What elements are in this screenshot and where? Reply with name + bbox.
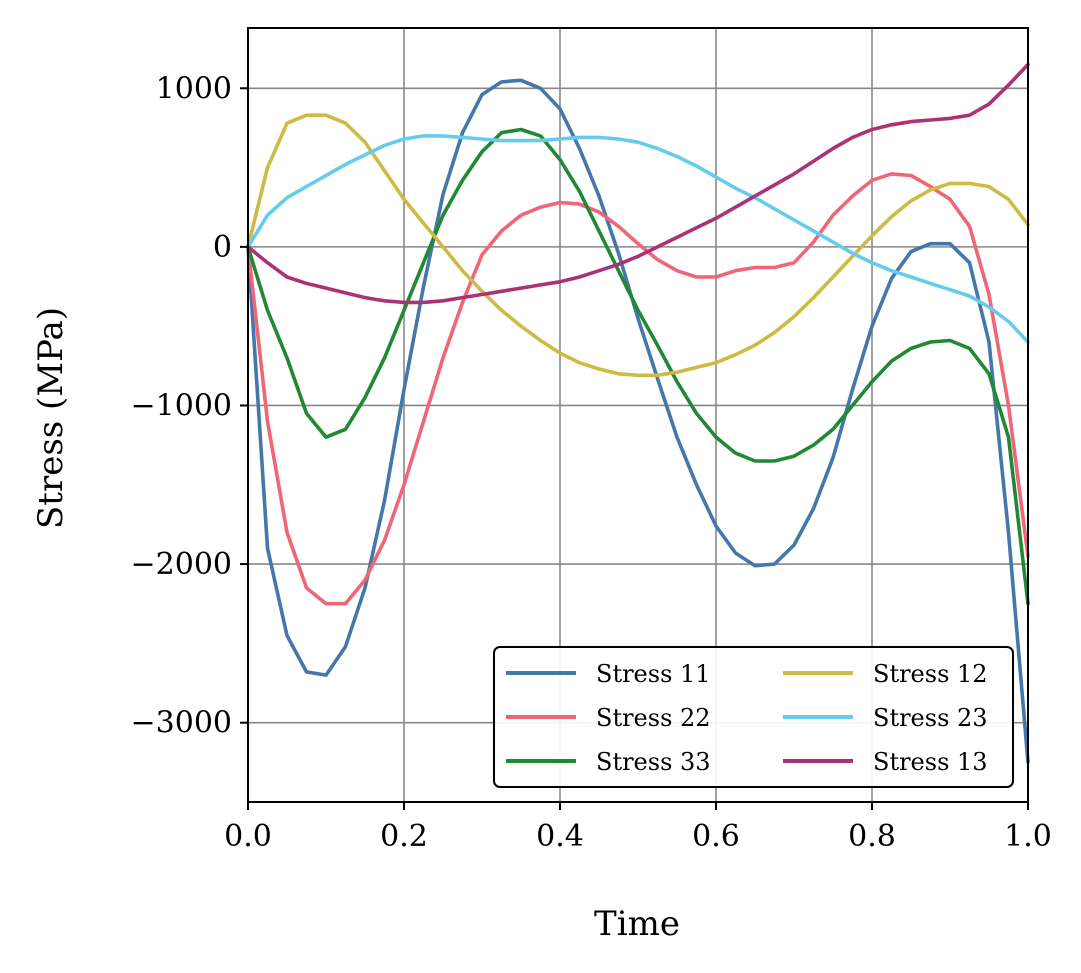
plot-frame (247, 27, 1029, 803)
legend: Stress 11 Stress 22 Stress 33 Stress 12 Stre… (493, 646, 1014, 788)
y-tick-label: −2000 (131, 547, 232, 582)
legend-label-stress-33: Stress 33 (596, 748, 711, 776)
y-axis-label: Stress (MPa) (31, 307, 71, 529)
legend-label-stress-22: Stress 22 (596, 704, 711, 732)
y-tick-label: 0 (213, 230, 232, 265)
series-line-stress-22 (246, 172, 1030, 606)
legend-label-stress-13: Stress 13 (873, 748, 988, 776)
series-line-stress-33 (246, 127, 1030, 606)
legend-label-stress-12: Stress 12 (873, 660, 988, 688)
x-tick-label: 0.4 (536, 819, 584, 854)
series-line-stress-11 (246, 78, 1030, 765)
series-line-stress-13 (246, 62, 1030, 305)
x-axis-label: Time (594, 904, 680, 944)
series-line-stress-23 (246, 134, 1030, 344)
y-tick-label: −3000 (131, 706, 232, 741)
x-tick-label: 0.8 (848, 819, 896, 854)
x-tick-label: 0.0 (224, 819, 272, 854)
legend-label-stress-11: Stress 11 (596, 660, 711, 688)
axis-ticks: 0.0 0.2 0.4 0.6 0.8 1.0 −3000 −2000 −1000 0 1000 (131, 71, 1052, 854)
legend-label-stress-23: Stress 23 (873, 704, 988, 732)
x-tick-label: 1.0 (1004, 819, 1052, 854)
series-lines (246, 62, 1030, 765)
x-tick-label: 0.6 (692, 819, 740, 854)
legend-box (493, 646, 1014, 788)
y-tick-label: 1000 (156, 71, 232, 106)
y-tick-label: −1000 (131, 388, 232, 423)
x-tick-label: 0.2 (380, 819, 428, 854)
series-line-stress-12 (246, 113, 1030, 378)
